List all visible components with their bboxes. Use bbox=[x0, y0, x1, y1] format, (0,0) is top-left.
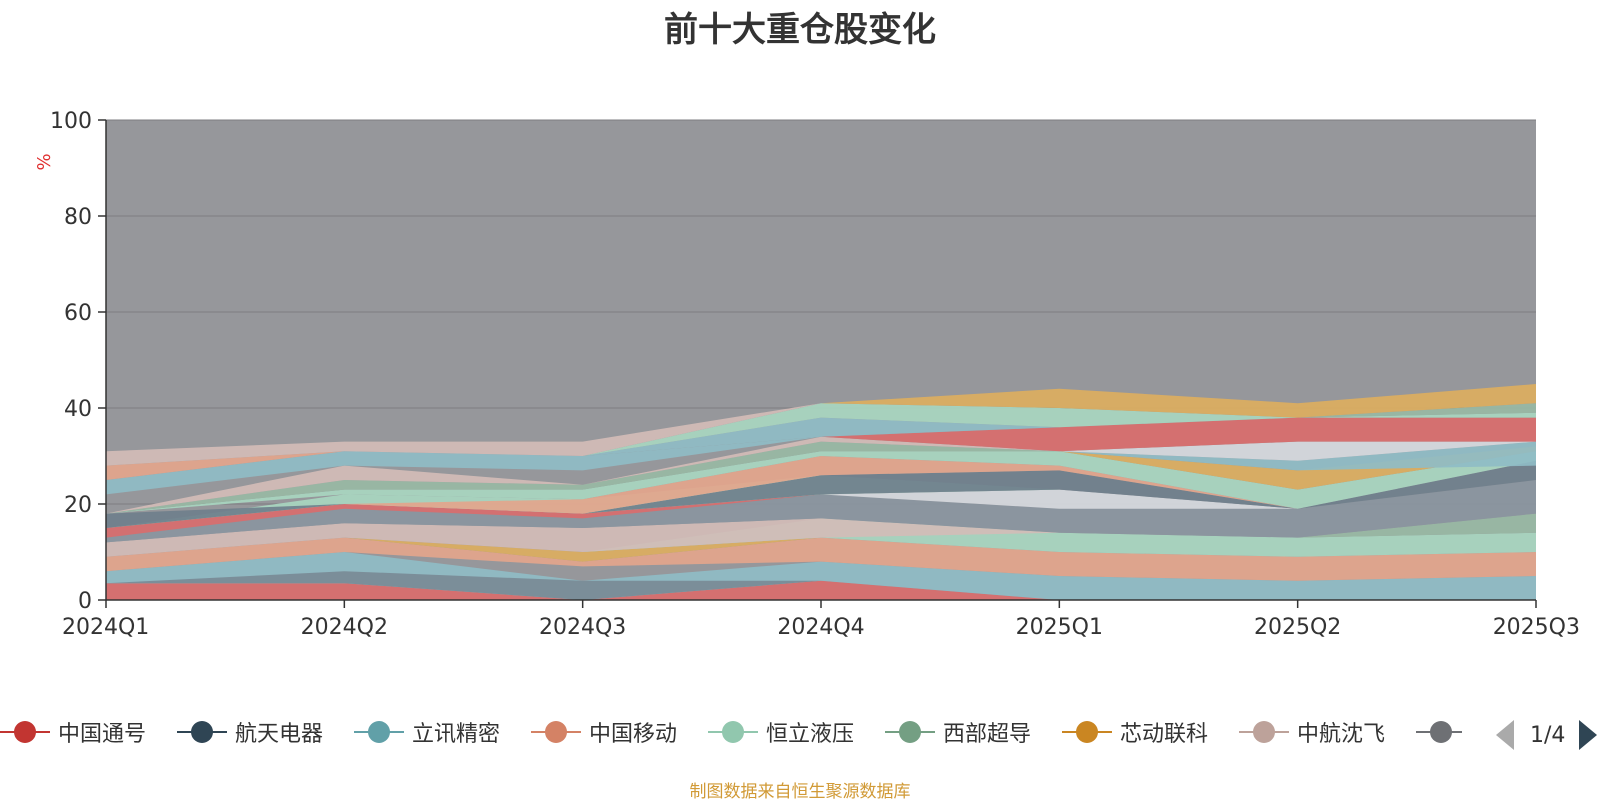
legend-marker-icon bbox=[1062, 712, 1112, 752]
legend-item[interactable]: 芯动联科 bbox=[1062, 712, 1208, 752]
y-tick-label: 60 bbox=[64, 301, 92, 326]
area-band bbox=[106, 403, 1536, 466]
source-note: 制图数据来自恒生聚源数据库 bbox=[689, 782, 911, 802]
area-band bbox=[106, 480, 1536, 543]
legend-pager: 1/4 bbox=[1496, 718, 1598, 752]
area-band bbox=[106, 537, 1536, 581]
legend-item[interactable]: 中国通号 bbox=[0, 712, 146, 752]
legend-item[interactable]: 中国移动 bbox=[531, 712, 677, 752]
area-band bbox=[106, 384, 1536, 452]
area-band bbox=[106, 441, 1536, 514]
legend-label: 恒立液压 bbox=[766, 722, 855, 747]
x-tick-label: 2024Q2 bbox=[301, 615, 388, 640]
legend-marker-icon bbox=[531, 712, 581, 752]
area-band bbox=[106, 518, 1536, 557]
area-band bbox=[106, 436, 1536, 495]
area-band bbox=[106, 571, 1536, 600]
area-bands bbox=[106, 384, 1536, 600]
legend-label: 中国移动 bbox=[589, 722, 678, 747]
area-band bbox=[106, 460, 1536, 528]
legend-item[interactable]: 西部超导 bbox=[885, 712, 1031, 752]
x-tick-label: 2025Q1 bbox=[1016, 615, 1103, 640]
legend-item[interactable]: 恒立液压 bbox=[708, 712, 854, 752]
area-band bbox=[106, 480, 1536, 538]
y-tick-label: 80 bbox=[64, 205, 92, 230]
y-tick-label: 20 bbox=[64, 493, 92, 518]
legend-marker-icon bbox=[0, 712, 50, 752]
legend-label: 中国通号 bbox=[58, 722, 147, 747]
x-tick-label: 2024Q3 bbox=[539, 615, 626, 640]
legend-prev-page-button[interactable] bbox=[1496, 720, 1514, 750]
axes: 0 20 40 60 80 100 2024Q1 2024Q2 2024Q3 2024Q4 2025… bbox=[50, 109, 1580, 640]
x-tick-label: 2025Q3 bbox=[1493, 615, 1580, 640]
legend-label: 芯动联科 bbox=[1120, 722, 1209, 747]
x-tick-label: 2024Q4 bbox=[777, 615, 864, 640]
area-band bbox=[106, 580, 1536, 600]
area-band bbox=[106, 436, 1536, 480]
y-tick-label: 100 bbox=[50, 109, 92, 134]
legend-marker-icon bbox=[1239, 712, 1289, 752]
legend-label: 立讯精密 bbox=[412, 722, 501, 747]
y-tick-label: 0 bbox=[78, 589, 92, 614]
legend-page-indicator: 1/4 bbox=[1530, 722, 1566, 748]
legend-item[interactable]: 中 bbox=[1416, 712, 1462, 752]
legend-item[interactable]: 中航沈飞 bbox=[1239, 712, 1385, 752]
y-tick-label: 40 bbox=[64, 397, 92, 422]
x-tick-label: 2024Q1 bbox=[62, 615, 149, 640]
area-band bbox=[106, 417, 1536, 480]
legend-item[interactable]: 立讯精密 bbox=[354, 712, 500, 752]
area-band bbox=[106, 451, 1536, 514]
legend-label: 中航沈飞 bbox=[1297, 722, 1386, 747]
x-tick-label: 2025Q2 bbox=[1254, 615, 1341, 640]
area-band bbox=[106, 456, 1536, 514]
area-band bbox=[106, 403, 1536, 466]
legend-next-page-button[interactable] bbox=[1579, 720, 1598, 750]
legend-label: 航天电器 bbox=[235, 722, 324, 747]
legend-marker-icon bbox=[1416, 712, 1462, 752]
area-band bbox=[106, 436, 1536, 514]
legend-marker-icon bbox=[885, 712, 935, 752]
area-band bbox=[106, 417, 1536, 480]
legend-marker-icon bbox=[708, 712, 758, 752]
legend-marker-icon bbox=[177, 712, 227, 752]
legend: 中国通号 航天电器 立讯精密 中国移动 恒立液压 西部超导 芯动联科 中航沈飞 中 bbox=[0, 712, 1462, 752]
legend-marker-icon bbox=[354, 712, 404, 752]
legend-label: 西部超导 bbox=[943, 722, 1032, 747]
chart-title: 前十大重仓股变化 bbox=[664, 10, 936, 50]
legend-item[interactable]: 航天电器 bbox=[177, 712, 323, 752]
y-axis-unit-label: % bbox=[34, 153, 55, 170]
